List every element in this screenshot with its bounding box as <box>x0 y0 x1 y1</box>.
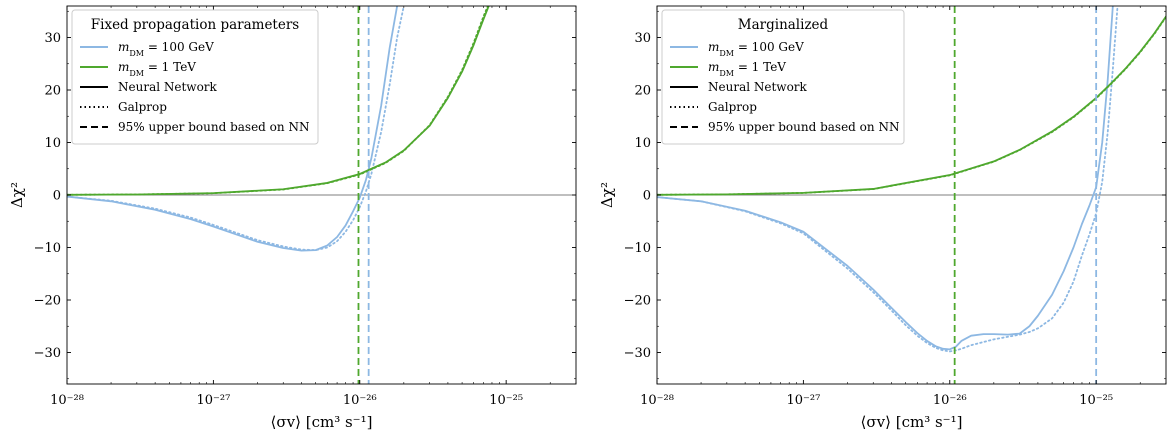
x-axis-label: ⟨σv⟩ [cm³ s⁻¹] <box>861 413 963 431</box>
legend-entry-label: Galprop <box>708 100 757 114</box>
legend-entry-label: mDM = 1 TeV <box>708 60 786 78</box>
y-axis-label: Δχ² <box>598 182 616 208</box>
panel-marginalized: −30 −20 −10 0 10 20 30 10⁻²⁸ 10⁻²⁷ 10⁻²⁶ 10⁻²⁵ ⟨σv⟩… <box>598 5 1167 431</box>
y-tick-label: 30 <box>44 31 61 46</box>
legend-entry-label: Neural Network <box>118 80 218 94</box>
x-tick-label: 10⁻²⁷ <box>196 393 230 408</box>
legend-entry-label: mDM = 100 GeV <box>708 40 804 58</box>
legend: Fixed propagation parameters mDM = 100 Ge… <box>71 9 319 145</box>
y-tick-label: −10 <box>624 241 651 256</box>
x-tick-label: 10⁻²⁶ <box>343 393 377 408</box>
x-tick-label: 10⁻²⁶ <box>933 393 967 408</box>
x-tick-label: 10⁻²⁷ <box>786 393 820 408</box>
legend-entry-label: 95% upper bound based on NN <box>118 120 309 134</box>
y-tick-label: 30 <box>634 31 651 46</box>
y-tick-label: −20 <box>624 294 651 309</box>
y-tick-label: 10 <box>634 136 651 151</box>
series-line-galprop-green <box>657 16 1166 196</box>
x-tick-label: 10⁻²⁸ <box>640 393 674 408</box>
y-tick-label: −30 <box>34 346 61 361</box>
series-line-galprop-green <box>67 6 489 196</box>
x-tick-label: 10⁻²⁵ <box>1079 393 1113 408</box>
legend-entry-label: Galprop <box>118 100 167 114</box>
y-tick-label: 10 <box>44 136 61 151</box>
series-line-neural-network-blue <box>657 6 1114 351</box>
legend-entry-label: mDM = 1 TeV <box>118 60 196 78</box>
legend-title: Marginalized <box>738 17 829 33</box>
x-tick-label: 10⁻²⁸ <box>50 393 84 408</box>
panel-fixed-propagation: −30 −20 −10 0 10 20 30 10⁻²⁸ 10⁻²⁷ 10⁻²⁶ 10⁻²⁵ ⟨σv⟩… <box>8 5 577 431</box>
x-tick-label: 10⁻²⁵ <box>489 393 523 408</box>
legend-box <box>71 9 319 145</box>
series-line-galprop-blue <box>657 6 1119 353</box>
x-axis-label: ⟨σv⟩ [cm³ s⁻¹] <box>271 413 373 431</box>
legend-box <box>661 9 905 145</box>
y-axis-label: Δχ² <box>8 182 26 208</box>
legend-entry-label: 95% upper bound based on NN <box>708 120 899 134</box>
series-line-galprop-blue <box>67 6 405 252</box>
y-tick-label: −10 <box>34 241 61 256</box>
y-tick-label: 20 <box>634 84 651 99</box>
legend-entry-label: mDM = 100 GeV <box>118 40 214 58</box>
series-line-neural-network-blue <box>67 6 399 252</box>
legend-title: Fixed propagation parameters <box>91 17 300 33</box>
y-tick-label: 0 <box>53 189 61 204</box>
y-tick-label: 20 <box>44 84 61 99</box>
y-tick-label: −20 <box>34 294 61 309</box>
y-tick-label: 0 <box>643 189 651 204</box>
y-tick-label: −30 <box>624 346 651 361</box>
legend: Marginalized mDM = 100 GeV mDM = 1 TeV Neur… <box>661 9 905 145</box>
legend-entry-label: Neural Network <box>708 80 808 94</box>
